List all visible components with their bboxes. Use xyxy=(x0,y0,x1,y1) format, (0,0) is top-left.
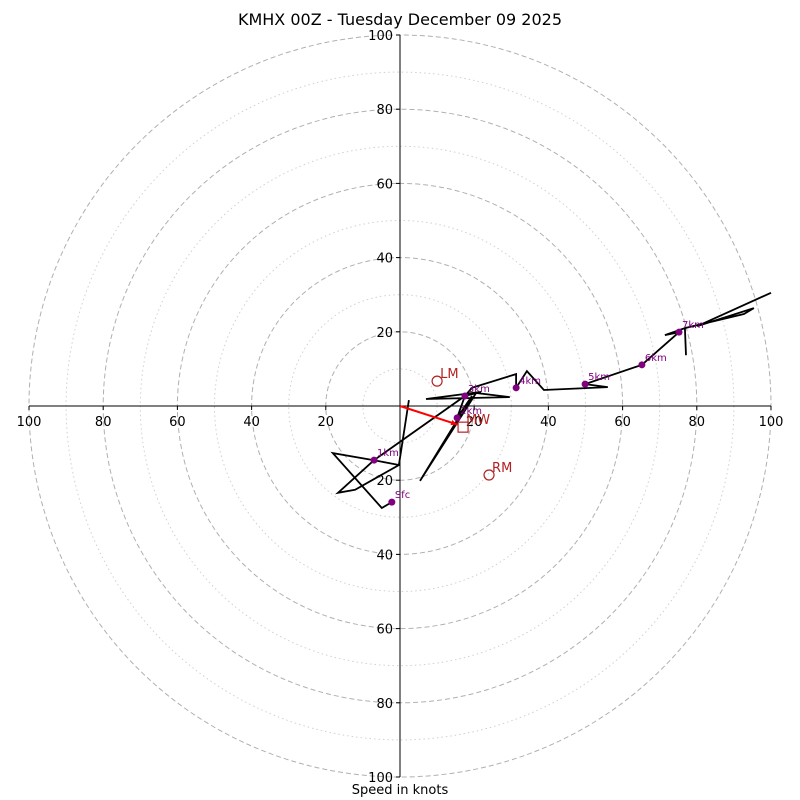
storm-motion-markers: LM RM MW xyxy=(431,367,512,481)
height-label-Sfc: Sfc xyxy=(395,490,410,501)
x-tick-label: 100 xyxy=(17,415,42,430)
height-marker-5km xyxy=(581,380,589,388)
height-marker-2km xyxy=(453,414,461,422)
x-tick-label: 20 xyxy=(466,415,483,430)
height-marker-Sfc xyxy=(388,498,396,506)
y-tick-label: 40 xyxy=(376,548,393,563)
height-markers: Sfc 1km 2km 3km 4km 5km 6km 7km xyxy=(370,320,704,506)
height-marker-7km xyxy=(675,328,683,336)
mean-wind-vector xyxy=(399,405,458,426)
tick-labels: 100 80 60 40 20 20 40 60 80 100 100 80 60 40 20 20 40 60 8… xyxy=(17,29,784,786)
height-label-2km: 2km xyxy=(460,406,482,417)
storm-marker-LM xyxy=(431,375,443,387)
storm-label-MW: MW xyxy=(466,413,490,428)
storm-marker-RM xyxy=(483,469,495,481)
height-label-1km: 1km xyxy=(377,448,399,459)
hodograph-trace xyxy=(330,291,772,510)
height-label-5km: 5km xyxy=(588,372,610,383)
y-tick-label: 80 xyxy=(376,697,393,712)
y-tick-label: 20 xyxy=(376,326,393,341)
x-tick-label: 80 xyxy=(689,415,706,430)
storm-marker-MW xyxy=(457,421,469,433)
y-tick-label: 60 xyxy=(376,177,393,192)
y-tick-label: 100 xyxy=(368,771,393,786)
chart-title: KMHX 00Z - Tuesday December 09 2025 xyxy=(237,10,563,29)
height-marker-4km xyxy=(512,384,520,392)
x-tick-label: 40 xyxy=(243,415,260,430)
y-tick-label: 40 xyxy=(376,252,393,267)
storm-label-LM: LM xyxy=(440,367,458,382)
x-tick-label: 40 xyxy=(540,415,557,430)
x-axis-label: Speed in knots xyxy=(351,783,449,798)
mean-wind-arrowhead xyxy=(450,419,458,426)
mean-wind-arrow xyxy=(399,405,458,426)
y-tick-label: 60 xyxy=(376,623,393,638)
height-marker-6km xyxy=(638,361,646,369)
height-marker-1km xyxy=(370,456,378,464)
y-tick-label: 100 xyxy=(368,29,393,44)
x-tick-label: 60 xyxy=(169,415,186,430)
y-tick-label: 20 xyxy=(376,474,393,489)
y-tick-label: 80 xyxy=(376,103,393,118)
height-label-3km: 3km xyxy=(468,384,490,395)
storm-label-RM: RM xyxy=(492,461,512,476)
x-tick-label: 60 xyxy=(614,415,631,430)
hodograph-line xyxy=(330,291,772,510)
height-label-6km: 6km xyxy=(645,353,667,364)
x-tick-label: 80 xyxy=(95,415,112,430)
height-marker-3km xyxy=(461,392,469,400)
x-tick-label: 100 xyxy=(759,415,784,430)
height-label-4km: 4km xyxy=(519,376,541,387)
height-label-7km: 7km xyxy=(682,320,704,331)
x-tick-label: 20 xyxy=(318,415,335,430)
